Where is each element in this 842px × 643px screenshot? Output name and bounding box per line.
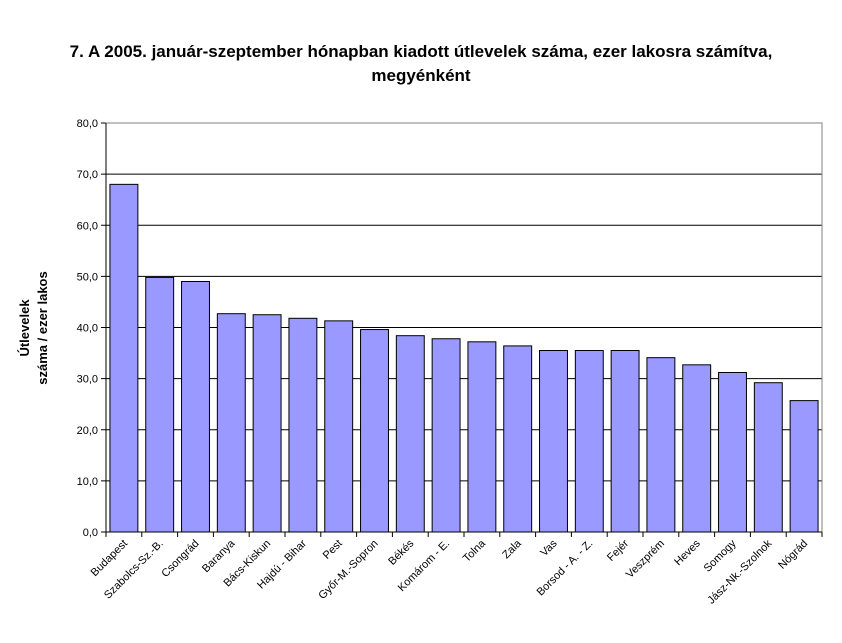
bar — [503, 345, 533, 533]
x-tick-label: Fejér — [605, 537, 631, 563]
chart-title: 7. A 2005. január-szeptember hónapban ki… — [0, 40, 842, 88]
y-axis-label: Útlevelek száma / ezer lakos — [17, 271, 50, 384]
bar — [789, 400, 819, 533]
y-tick-label: 40,0 — [77, 323, 98, 335]
y-tick-label: 80,0 — [77, 118, 98, 130]
bar — [360, 329, 389, 533]
bar — [431, 338, 461, 533]
bar — [324, 320, 354, 533]
x-tick-label: Vas — [538, 537, 560, 559]
y-axis-label-line2: száma / ezer lakos — [35, 271, 50, 384]
bar — [539, 350, 568, 533]
y-tick-label: 20,0 — [77, 425, 98, 437]
plot-area: 0,010,020,030,040,050,060,070,080,0Budap… — [77, 118, 823, 607]
x-tick-label: Heves — [672, 537, 703, 568]
bar — [395, 335, 425, 533]
bar — [252, 314, 282, 533]
bar — [181, 280, 210, 533]
x-tick-label: Jász-Nk.-Szolnok — [705, 537, 774, 606]
chart-title-line1: 7. A 2005. január-szeptember hónapban ki… — [69, 42, 773, 61]
bar — [467, 341, 497, 533]
y-tick-label: 10,0 — [77, 476, 98, 488]
bar — [288, 317, 318, 533]
y-tick-label: 60,0 — [77, 220, 98, 232]
bar — [109, 183, 139, 533]
bar — [574, 350, 604, 533]
x-tick-label: Csongrád — [159, 538, 201, 580]
x-tick-label: Zala — [500, 537, 524, 561]
chart-title-line2: megyénként — [371, 66, 471, 85]
y-tick-label: 0,0 — [83, 527, 98, 539]
bar — [610, 350, 640, 533]
y-tick-label: 70,0 — [77, 169, 98, 181]
x-tick-label: Békés — [386, 537, 416, 567]
bar — [682, 364, 712, 533]
x-tick-label: Nógrád — [776, 538, 810, 572]
y-tick-label: 50,0 — [77, 271, 98, 283]
bar — [145, 276, 175, 533]
bar — [216, 313, 246, 533]
x-tick-label: Veszprém — [624, 538, 667, 581]
y-axis-label-line1: Útlevelek — [17, 299, 32, 357]
bar — [718, 371, 747, 533]
x-tick-label: Pest — [321, 538, 345, 562]
bar — [753, 382, 783, 533]
x-tick-label: Tolna — [461, 537, 489, 565]
y-tick-label: 30,0 — [77, 374, 98, 386]
bar — [646, 357, 676, 533]
